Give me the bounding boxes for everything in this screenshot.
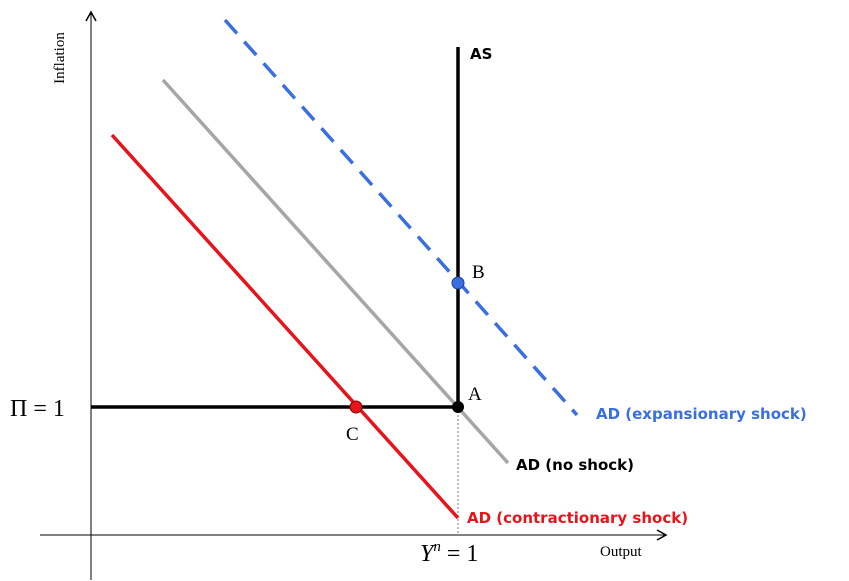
- point-label: A: [468, 384, 482, 405]
- point-c: [349, 400, 363, 414]
- point-a: [452, 401, 464, 413]
- point-label: C: [346, 424, 359, 445]
- point-b: [451, 276, 465, 290]
- x-axis-label: Output: [600, 544, 643, 560]
- yn-symbol: Y: [420, 541, 436, 567]
- yn-rest: = 1: [441, 541, 479, 567]
- curve-label: AD (contractionary shock): [467, 509, 688, 527]
- y-axis-label: Inflation: [52, 32, 68, 84]
- ad-contractionary-line: [110, 133, 460, 520]
- curve-label: AS: [470, 45, 492, 63]
- yn-superscript: n: [433, 539, 441, 555]
- ad-no-shock-line: [161, 78, 510, 465]
- curve-label: AD (no shock): [516, 456, 634, 474]
- ad-expansionary-line: [223, 18, 579, 417]
- yn-marker: Yn = 1: [420, 539, 478, 567]
- point-label: B: [472, 262, 485, 283]
- pi-marker: Π = 1: [10, 396, 65, 422]
- curve-label: AD (expansionary shock): [596, 405, 807, 423]
